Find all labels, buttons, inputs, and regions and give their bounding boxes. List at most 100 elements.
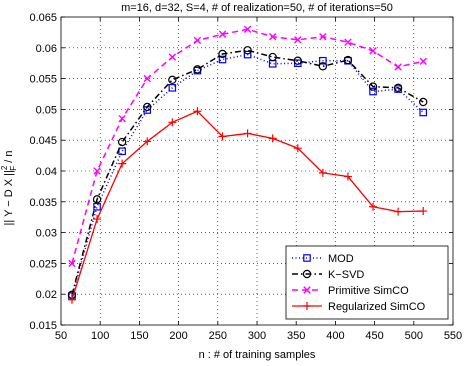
data-point-regularized-simco xyxy=(318,168,327,177)
x-tick-label: 150 xyxy=(130,330,148,342)
data-point-regularized-simco xyxy=(394,207,403,216)
x-tick-label: 200 xyxy=(169,330,187,342)
series-line-k-svd xyxy=(71,49,424,296)
data-point-primitive-simco xyxy=(344,38,352,46)
series-k-svd xyxy=(67,46,428,300)
data-point-regularized-simco xyxy=(118,159,127,168)
data-point-mod xyxy=(168,84,177,92)
data-point-primitive-simco xyxy=(268,33,277,41)
data-point-regularized-simco xyxy=(243,129,252,138)
y-tick-label: 0.025 xyxy=(29,258,57,270)
data-point-k-svd xyxy=(193,65,202,74)
data-point-k-svd xyxy=(419,97,428,107)
data-point-primitive-simco xyxy=(143,74,151,83)
data-point-k-svd xyxy=(293,56,302,65)
y-tick-label: 0.035 xyxy=(29,197,57,209)
data-point-regularized-simco xyxy=(218,132,227,141)
legend-marker-k-svd xyxy=(302,269,312,279)
y-tick-label: 0.05 xyxy=(36,104,57,116)
series-line-mod xyxy=(71,53,424,297)
legend-label-mod: MOD xyxy=(328,253,354,265)
data-point-primitive-simco xyxy=(168,53,177,61)
data-point-k-svd xyxy=(92,195,102,204)
x-tick-label: 350 xyxy=(287,330,305,342)
data-point-k-svd xyxy=(243,46,252,55)
data-point-regularized-simco xyxy=(293,144,302,153)
data-point-mod xyxy=(419,108,428,117)
data-point-primitive-simco xyxy=(93,167,101,175)
data-point-regularized-simco xyxy=(193,107,202,116)
legend-label-primitive-simco: Primitive SimCO xyxy=(328,285,409,297)
data-point-k-svd xyxy=(218,49,227,59)
x-tick-label: 400 xyxy=(326,330,344,342)
series-line-primitive-simco xyxy=(71,28,424,264)
y-ticks: 0.015 0.02 0.025 0.03 0.035 0.04 0.045 0.05 0.05… xyxy=(29,12,453,332)
x-tick-label: 100 xyxy=(91,330,109,342)
legend-marker-primitive-simco xyxy=(303,286,311,294)
data-point-mod xyxy=(118,147,126,156)
data-point-k-svd xyxy=(393,83,403,93)
chart-title: m=16, d=32, S=4, # of realization=50, # … xyxy=(121,2,393,14)
data-point-regularized-simco xyxy=(419,207,428,216)
data-point-primitive-simco xyxy=(243,25,252,34)
data-point-primitive-simco xyxy=(118,114,126,123)
data-point-regularized-simco xyxy=(93,215,102,224)
legend-marker-mod xyxy=(303,254,311,262)
y-axis-label-sup: 2 xyxy=(0,165,9,170)
data-point-regularized-simco xyxy=(369,202,378,211)
y-tick-label: 0.015 xyxy=(29,320,57,332)
x-ticks: 50 100 150 200 250 300 350 400 450 500 550 xyxy=(55,17,462,342)
data-point-k-svd xyxy=(318,62,328,71)
y-tick-label: 0.065 xyxy=(29,12,57,24)
series-regularized-simco xyxy=(67,107,428,304)
y-axis-label-main: || Y − D X || xyxy=(3,170,15,225)
data-point-mod xyxy=(218,55,227,64)
data-point-primitive-simco xyxy=(319,33,327,41)
legend-marker-regularized-simco xyxy=(303,302,311,310)
y-tick-label: 0.04 xyxy=(36,166,57,178)
x-axis-label: n : # of training samples xyxy=(199,349,316,361)
data-point-primitive-simco xyxy=(394,63,402,71)
data-point-k-svd xyxy=(268,52,277,62)
series-lines xyxy=(67,25,428,304)
data-point-regularized-simco xyxy=(67,295,76,304)
legend-label-k-svd: K−SVD xyxy=(328,269,364,281)
data-point-mod xyxy=(369,87,377,96)
data-point-primitive-simco xyxy=(294,36,302,44)
y-tick-label: 0.045 xyxy=(29,135,57,147)
y-tick-label: 0.03 xyxy=(36,228,57,240)
data-point-primitive-simco xyxy=(419,57,427,66)
y-axis-label-tail: / n xyxy=(3,151,15,166)
data-point-k-svd xyxy=(168,75,177,85)
data-point-regularized-simco xyxy=(268,134,277,143)
x-tick-label: 250 xyxy=(209,330,227,342)
data-point-primitive-simco xyxy=(193,36,202,45)
x-tick-label: 550 xyxy=(444,330,462,342)
x-tick-label: 50 xyxy=(55,330,67,342)
data-point-regularized-simco xyxy=(343,172,352,181)
data-point-primitive-simco xyxy=(68,259,76,268)
y-tick-label: 0.06 xyxy=(36,43,57,55)
data-point-mod xyxy=(268,60,277,68)
y-tick-label: 0.055 xyxy=(29,74,57,86)
x-tick-label: 300 xyxy=(248,330,266,342)
data-point-regularized-simco xyxy=(168,118,177,127)
legend-label-regularized-simco: Regularized SimCO xyxy=(328,301,426,313)
x-tick-label: 500 xyxy=(405,330,423,342)
data-point-primitive-simco xyxy=(218,30,227,38)
y-tick-label: 0.02 xyxy=(36,289,57,301)
data-point-mod xyxy=(243,50,252,59)
data-point-primitive-simco xyxy=(369,47,377,55)
svg-text:|| Y − D X ||2F / n: || Y − D X ||2F / n xyxy=(0,151,18,226)
x-tick-label: 450 xyxy=(365,330,383,342)
data-point-k-svd xyxy=(368,82,378,91)
data-point-k-svd xyxy=(117,137,127,147)
series-primitive-simco xyxy=(68,25,427,268)
y-axis-label: || Y − D X ||2F / n xyxy=(0,151,18,226)
data-point-regularized-simco xyxy=(143,137,152,146)
legend: MOD K−SVD Primitive SimCO Regularized SimCO xyxy=(285,245,449,320)
data-point-k-svd xyxy=(343,55,353,65)
y-axis-label-sub: F xyxy=(9,166,18,171)
data-point-k-svd xyxy=(143,102,152,112)
